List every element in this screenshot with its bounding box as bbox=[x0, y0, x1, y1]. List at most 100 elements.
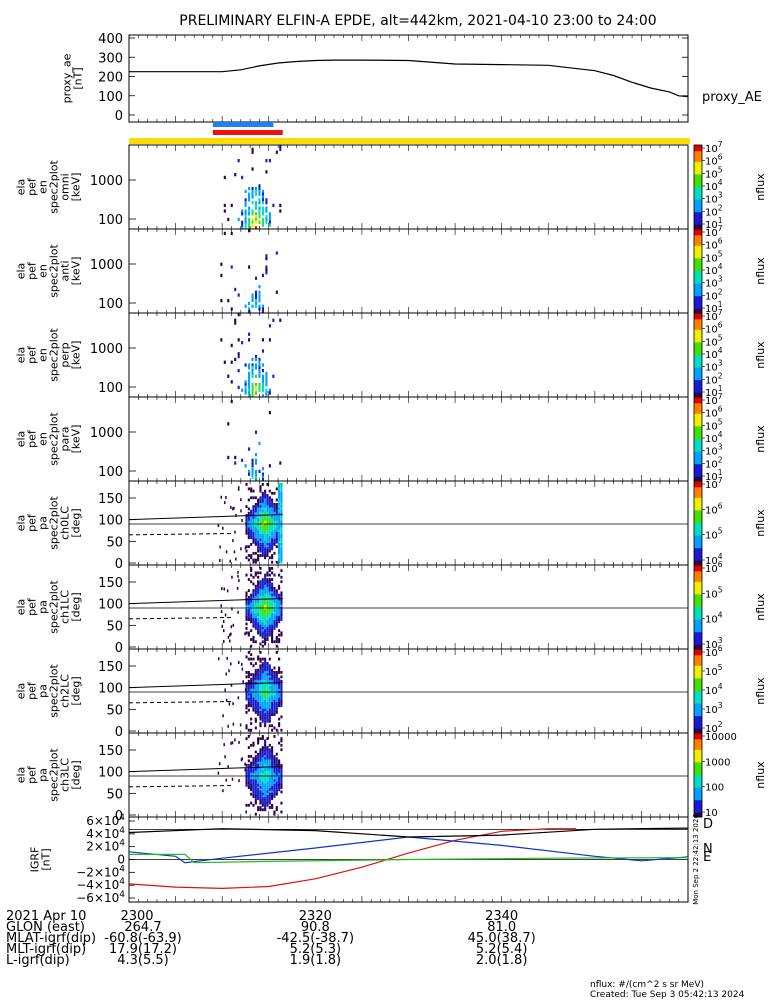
ela-pef-pa-spec2plot-ch0LC-speck bbox=[220, 495, 222, 499]
ela-pef-en-spec2plot-anti-colorbar-cell bbox=[694, 262, 702, 266]
ephemeris-value: 17.9(17.2) bbox=[109, 942, 177, 957]
ela-pef-pa-spec2plot-ch0LC-cell bbox=[247, 558, 250, 562]
ela-pef-en-spec2plot-anti-cell bbox=[230, 307, 233, 311]
ela-pef-pa-spec2plot-ch0LC-cell bbox=[264, 500, 267, 504]
ela-pef-pa-spec2plot-ch0LC-cell bbox=[275, 527, 278, 531]
ela-pef-pa-spec2plot-ch1LC-cell bbox=[273, 602, 276, 606]
ela-pef-pa-spec2plot-ch1LC-cell bbox=[257, 600, 260, 604]
ela-pef-pa-spec2plot-ch1LC-cell bbox=[254, 620, 257, 624]
ela-pef-pa-spec2plot-ch2LC-cell bbox=[261, 684, 264, 688]
plot-layer: 4003002001000proxy_ae[nT]proxy_AE1000100… bbox=[6, 32, 767, 1000]
ela-pef-pa-spec2plot-ch1LC-cell bbox=[266, 595, 269, 599]
ela-pef-en-spec2plot-omni-colorbar-cell bbox=[694, 155, 702, 159]
ela-pef-en-spec2plot-perp-cell bbox=[279, 318, 282, 322]
ela-pef-pa-spec2plot-ch1LC-speck bbox=[231, 575, 233, 579]
ela-pef-en-spec2plot-omni-colorbar-cell bbox=[694, 163, 702, 167]
ela-pef-pa-spec2plot-ch0LC-speck bbox=[233, 550, 236, 554]
ela-pef-pa-spec2plot-ch2LC-colorbar-cell bbox=[694, 722, 702, 726]
ela-pef-pa-spec2plot-ch0LC-cell bbox=[273, 520, 276, 524]
ela-pef-en-spec2plot-anti-cell bbox=[258, 296, 261, 300]
ela-pef-pa-spec2plot-ch2LC-cell bbox=[280, 728, 283, 732]
ela-pef-pa-spec2plot-ch3LC-cell bbox=[259, 763, 262, 767]
ela-pef-en-spec2plot-omni-cell bbox=[275, 150, 278, 154]
ela-pef-pa-spec2plot-ch2LC-cell bbox=[250, 657, 253, 661]
ela-pef-pa-spec2plot-ch0LC-cell bbox=[266, 534, 269, 537]
ela-pef-pa-spec2plot-ch3LC-cell bbox=[275, 790, 278, 794]
ela-pef-pa-spec2plot-ch2LC-cell bbox=[261, 677, 264, 681]
ela-pef-pa-spec2plot-ch2LC-cell bbox=[275, 679, 278, 683]
ela-pef-pa-spec2plot-ch0LC-cell bbox=[254, 516, 257, 520]
ela-pef-pa-spec2plot-ch2LC-cell bbox=[264, 662, 267, 665]
ela-pef-pa-spec2plot-ch3LC-cell bbox=[259, 777, 262, 781]
ela-pef-pa-spec2plot-ch0LC-cell bbox=[280, 505, 283, 509]
ela-pef-pa-spec2plot-ch3LC-cell bbox=[259, 806, 262, 809]
ela-pef-en-spec2plot-perp-cell bbox=[223, 360, 226, 364]
ela-pef-pa-spec2plot-ch0LC-colorbar-cell bbox=[694, 502, 702, 505]
ela-pef-pa-spec2plot-ch3LC-cell bbox=[252, 761, 255, 765]
ela-pef-pa-spec2plot-ch3LC-cell bbox=[278, 777, 281, 781]
ela-pef-pa-spec2plot-ch0LC-cell bbox=[254, 538, 257, 542]
ela-pef-pa-spec2plot-ch3LC-cell bbox=[271, 761, 274, 765]
ela-pef-pa-spec2plot-ch0LC-cell bbox=[259, 547, 262, 551]
ela-pef-pa-spec2plot-ch0LC-cell bbox=[261, 518, 264, 522]
ela-pef-en-spec2plot-para-cell bbox=[251, 469, 254, 474]
ela-pef-pa-spec2plot-ch0LC-cell bbox=[271, 523, 274, 526]
ela-pef-pa-spec2plot-ch1LC-cell bbox=[259, 600, 262, 604]
ela-pef-pa-spec2plot-ch2LC-cell bbox=[245, 675, 248, 679]
ela-pef-pa-spec2plot-ch1LC-speck bbox=[227, 635, 230, 639]
ela-pef-en-spec2plot-omni-cell bbox=[241, 223, 244, 227]
ela-pef-pa-spec2plot-ch2LC-cell bbox=[264, 679, 267, 683]
ela-pef-en-spec2plot-anti-cell bbox=[244, 304, 247, 308]
ela-pef-pa-spec2plot-ch1LC-cell bbox=[273, 598, 276, 601]
ela-pef-pa-spec2plot-ch3LC-cell bbox=[273, 757, 276, 761]
ela-pef-pa-spec2plot-ch2LC-cell bbox=[250, 717, 253, 721]
ela-pef-en-spec2plot-perp-cell bbox=[251, 366, 254, 370]
ela-pef-pa-spec2plot-ch1LC-cell bbox=[273, 609, 276, 613]
ela-pef-pa-spec2plot-ch2LC-cell bbox=[278, 657, 281, 661]
ela-pef-en-spec2plot-perp-cell bbox=[258, 366, 261, 370]
ela-pef-en-spec2plot-omni-cell bbox=[244, 201, 247, 205]
igrf-series-n bbox=[128, 836, 689, 864]
ela-pef-pa-spec2plot-ch3LC-cell bbox=[264, 795, 267, 798]
ela-pef-pa-spec2plot-ch2LC-cell bbox=[273, 675, 276, 679]
ela-pef-pa-spec2plot-ch3LC-cell bbox=[254, 763, 257, 767]
ela-pef-en-spec2plot-perp-colorbar-cell bbox=[694, 340, 702, 343]
ela-pef-pa-spec2plot-ch3LC-cell bbox=[257, 763, 260, 767]
ela-pef-pa-spec2plot-ch0LC-cell bbox=[266, 531, 269, 535]
ela-pef-pa-spec2plot-ch0LC-cell bbox=[266, 547, 269, 551]
ela-pef-pa-spec2plot-ch0LC-cell bbox=[273, 525, 276, 529]
ela-pef-pa-spec2plot-ch0LC-cell bbox=[275, 503, 278, 506]
ela-pef-pa-spec2plot-ch0LC-cell bbox=[271, 536, 274, 540]
igrf-ylabel-line: [nT] bbox=[40, 848, 53, 870]
ela-pef-pa-spec2plot-ch2LC-cell bbox=[264, 691, 267, 694]
ela-pef-en-spec2plot-omni-colorbar-cell bbox=[694, 170, 702, 173]
ela-pef-pa-spec2plot-ch0LC-colorbar-cell bbox=[694, 558, 702, 562]
ela-pef-pa-spec2plot-ch2LC-cell bbox=[271, 708, 274, 712]
ela-pef-pa-spec2plot-ch3LC-colorbar-cell bbox=[694, 737, 702, 740]
ela-pef-pa-spec2plot-ch3LC-colorbar-cell bbox=[694, 768, 702, 772]
ela-pef-pa-spec2plot-ch0LC-cell bbox=[259, 485, 262, 489]
ela-pef-pa-spec2plot-ch2LC-colorbar-ticklabel: 102 bbox=[705, 720, 723, 735]
ela-pef-en-spec2plot-omni-colorbar-cell bbox=[694, 205, 702, 209]
ela-pef-pa-spec2plot-ch0LC-colorbar-cell bbox=[694, 525, 702, 528]
ela-pef-pa-spec2plot-ch2LC-cell bbox=[275, 706, 278, 710]
ela-pef-pa-spec2plot-ch3LC-cell bbox=[280, 768, 283, 772]
ela-pef-pa-spec2plot-ch3LC-cell bbox=[259, 783, 262, 787]
ela-pef-pa-spec2plot-ch1LC-cell bbox=[275, 638, 278, 641]
ela-pef-pa-spec2plot-ch1LC-cell bbox=[268, 609, 271, 613]
ela-pef-pa-spec2plot-ch1LC-cell bbox=[257, 602, 260, 606]
ela-pef-en-spec2plot-para-colorbar-cell bbox=[694, 422, 702, 425]
ela-pef-pa-spec2plot-ch2LC-speck bbox=[225, 698, 228, 702]
ela-pef-pa-spec2plot-ch2LC-cell bbox=[266, 679, 269, 683]
ela-pef-pa-spec2plot-ch3LC-cell bbox=[261, 772, 264, 776]
ela-pef-pa-spec2plot-ch0LC-cell bbox=[259, 538, 262, 542]
ela-pef-pa-spec2plot-ch0LC-cell bbox=[252, 518, 255, 522]
ela-pef-pa-spec2plot-ch0LC-cell bbox=[245, 527, 248, 531]
ela-pef-pa-spec2plot-ch0LC-cell bbox=[247, 518, 250, 522]
ela-pef-pa-spec2plot-ch3LC-cell bbox=[247, 779, 250, 783]
ela-pef-pa-spec2plot-ch3LC-cell bbox=[268, 788, 271, 792]
ela-pef-en-spec2plot-perp-colorbar-cell bbox=[694, 361, 702, 364]
ela-pef-pa-spec2plot-ch3LC-ylabel-line: spec2plot bbox=[48, 748, 61, 802]
ela-pef-en-spec2plot-para-colorbar-cell bbox=[694, 407, 702, 411]
